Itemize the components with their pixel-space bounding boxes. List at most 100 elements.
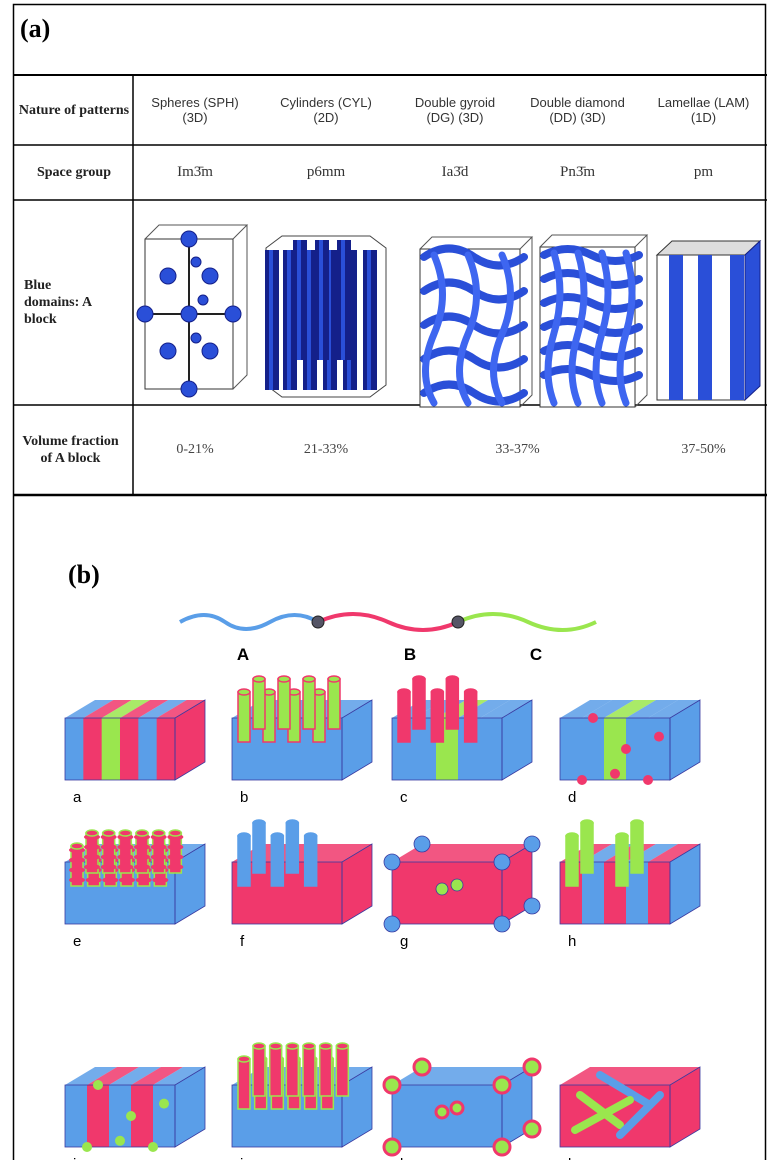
cylinder-top	[169, 830, 181, 836]
space-group: Ia3̄d	[395, 145, 515, 200]
cylinder-shine	[297, 240, 301, 360]
morphology-label: h	[568, 933, 576, 950]
morphology-label: b	[240, 789, 248, 806]
cylinder	[278, 679, 290, 729]
disk	[167, 864, 183, 870]
sphere	[202, 343, 218, 359]
cylinder-shine	[269, 250, 273, 390]
front-stripe	[87, 1085, 110, 1147]
cylinder-shine	[319, 240, 323, 360]
ball	[384, 916, 400, 932]
front-stripe	[392, 862, 503, 924]
sphere	[191, 333, 201, 343]
cylinder-top	[303, 676, 315, 682]
cylinder	[431, 692, 443, 742]
disk	[117, 844, 133, 850]
cylinder	[253, 1046, 265, 1096]
ball	[451, 1102, 463, 1114]
ball	[436, 883, 448, 895]
morphology-label: g	[400, 933, 408, 950]
ball	[384, 1077, 400, 1093]
cylinder	[238, 692, 250, 742]
cylinder	[305, 836, 317, 886]
disk	[102, 877, 118, 883]
cylinder	[465, 692, 477, 742]
ball	[524, 1059, 540, 1075]
sphere	[160, 268, 176, 284]
ball	[524, 1121, 540, 1137]
cylinder	[566, 836, 578, 886]
lamella	[698, 255, 712, 400]
ball	[494, 1077, 510, 1093]
cylinder	[238, 836, 250, 886]
column-header: Lamellae (LAM) (1D)	[640, 80, 767, 140]
disk	[119, 877, 135, 883]
cylinder-top	[253, 676, 265, 682]
ball	[451, 879, 463, 891]
cylinder-top	[253, 1043, 265, 1049]
cylinder-top	[238, 689, 250, 695]
ball	[524, 898, 540, 914]
row-label: Nature of patterns	[18, 75, 130, 145]
cylinder-top	[413, 676, 425, 682]
cylinder-shine	[341, 240, 345, 360]
morphology-label: f	[240, 933, 245, 950]
morphology-label: k	[400, 1156, 408, 1160]
cylinder	[446, 679, 458, 729]
column-header: Spheres (SPH) (3D)	[133, 80, 257, 140]
cylinder	[286, 1046, 298, 1096]
cylinder-top	[328, 676, 340, 682]
cylinder	[253, 823, 265, 873]
chain-b	[318, 614, 458, 630]
cylinder-top	[286, 820, 298, 826]
cylinder-top	[271, 833, 283, 839]
row-label: Space group	[18, 145, 130, 200]
cylinder-top	[238, 833, 250, 839]
dot	[621, 744, 631, 754]
cylinder-top	[153, 830, 165, 836]
cylinder	[286, 823, 298, 873]
cylinder-shine	[287, 250, 291, 390]
volume-fraction: 21-33%	[257, 405, 395, 495]
morphology-label: j	[239, 1156, 243, 1160]
cylinder	[413, 679, 425, 729]
front-stripe	[120, 718, 139, 780]
cylinder	[581, 823, 593, 873]
disk	[117, 854, 133, 860]
front-stripe	[83, 718, 102, 780]
cylinder-top	[278, 676, 290, 682]
junction	[452, 616, 464, 628]
cylinder	[398, 692, 410, 742]
cylinder	[270, 1046, 282, 1096]
structures	[137, 225, 760, 407]
panel-label: (b)	[68, 560, 100, 590]
disk	[136, 877, 152, 883]
volume-fraction: 33-37%	[395, 405, 640, 495]
disk	[134, 854, 150, 860]
dot	[588, 713, 598, 723]
lamella	[669, 255, 683, 400]
block-label: B	[404, 645, 416, 664]
lamella	[730, 255, 744, 400]
lamella-side	[745, 241, 760, 400]
ball	[494, 1139, 510, 1155]
morphology-label: e	[73, 933, 81, 950]
volume-fraction: 37-50%	[640, 405, 767, 495]
disk	[101, 854, 117, 860]
front-stripe	[157, 718, 176, 780]
cylinder-top	[303, 1043, 315, 1049]
ball	[414, 1059, 430, 1075]
cylinder-top	[253, 820, 265, 826]
page: ABCabcdefghijkl (a) Nature of patterns S…	[0, 0, 767, 1160]
cylinder-top	[336, 1043, 348, 1049]
cylinder	[253, 679, 265, 729]
ball	[494, 916, 510, 932]
disk	[151, 844, 167, 850]
morphology-label: i	[73, 1156, 76, 1160]
front-stripe	[648, 862, 671, 924]
row-label: Volume fraction of A block	[18, 405, 123, 495]
cylinder-top	[136, 830, 148, 836]
cylinder-top	[270, 1043, 282, 1049]
front-stripe	[102, 718, 121, 780]
morphology-label: a	[73, 789, 82, 806]
